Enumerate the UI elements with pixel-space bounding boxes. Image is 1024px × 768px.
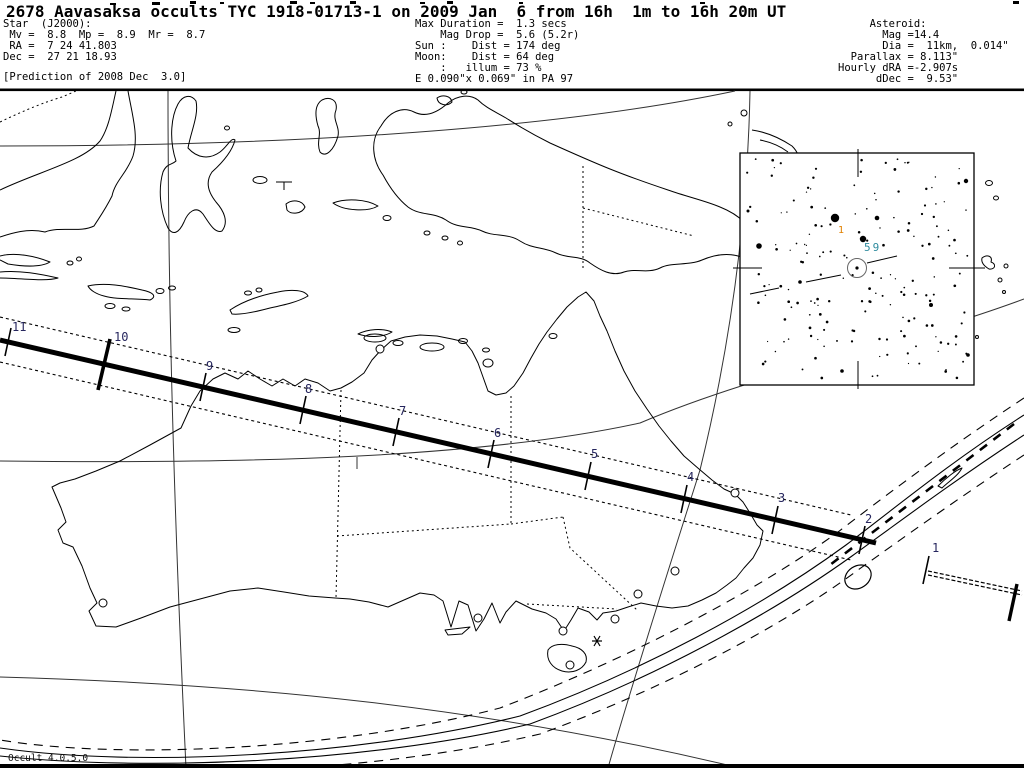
time-ticks [4,327,1019,622]
bottom-bar [0,764,1024,768]
tick-label: 9 [206,359,213,373]
target-star-circle [847,258,867,278]
occultation-path [0,316,1023,596]
political-borders [0,90,695,611]
terminator-lines [0,397,1024,768]
path-daylight-continuation [927,570,1023,596]
prediction-note: [Prediction of 2008 Dec 3.0] [3,71,187,83]
clipped-text-fragments [110,1,1019,5]
inset-label-59: 59 [864,241,881,254]
inset-label-1: 1 [838,225,844,236]
tick-label: 4 [687,470,694,484]
tick-label: 10 [114,330,128,344]
target-star-dot [855,266,859,270]
coastlines [0,89,1009,673]
time-tick-labels: 11 10 9 8 7 6 5 4 3 2 1 [12,320,939,555]
tick-label: 3 [778,491,785,505]
tick-label: 5 [591,447,598,461]
software-version: Occult 4.0.5.0 [8,753,88,764]
inset-star-field [746,158,969,380]
event-data-block: Max Duration = 1.3 secs Mag Drop = 5.6 (… [415,18,580,85]
tick-label: 6 [494,426,501,440]
page-title: 2678 Aavasaksa occults TYC 1918-01713-1 … [6,2,787,21]
home-site-marker [592,635,602,647]
sunset-shadow-ellipse [844,564,872,590]
tick-label: 2 [865,512,872,526]
tick-label: 11 [12,320,26,334]
tick-label: 7 [399,404,406,418]
path-north-limit [0,316,852,516]
city-markers [98,344,740,670]
path-centerline [0,337,877,546]
header-separator [0,88,1024,92]
inset-bright-stars [746,178,970,373]
star-chart-inset: 1 59 [733,149,985,389]
tick-label: 1 [932,541,939,555]
inset-asteroid-track [749,255,898,295]
asteroid-data-block: Asteroid: Mag =14.4 Dia = 11km, 0.014" P… [838,18,1009,85]
tick-label: 8 [305,382,312,396]
path-south-limit [0,361,852,561]
star-data-block: Star (J2000): Mv = 8.8 Mp = 8.9 Mr = 8.7… [3,18,206,63]
